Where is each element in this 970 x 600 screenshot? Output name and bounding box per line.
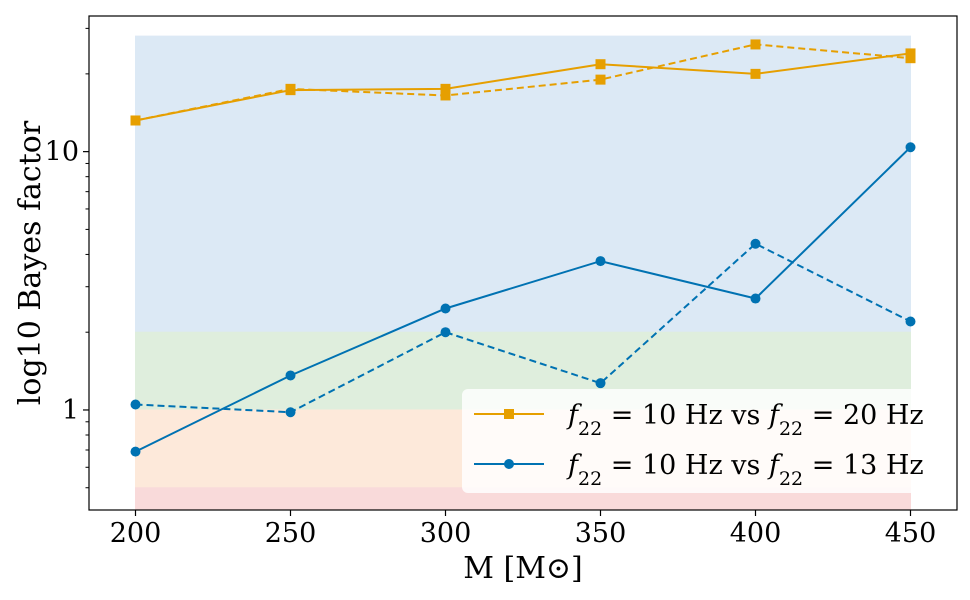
legend-marker-1 <box>504 459 514 469</box>
series-line-2 <box>135 146 912 453</box>
x-tick-label-3: 350 <box>575 518 627 549</box>
series-line-1 <box>135 43 911 122</box>
series-2-point-3 <box>595 256 606 267</box>
series-1-point-5 <box>905 53 916 64</box>
x-tick-label-2: 300 <box>420 518 472 549</box>
series-2-point-0 <box>130 446 141 457</box>
series-1-point-0 <box>130 115 141 126</box>
axis-ticks: 200 250 300 350 400 450 1 10 <box>45 27 937 549</box>
legend-label-0: f22 = 10 Hz vs f22 = 20 Hz <box>566 400 924 440</box>
legend-marker-0 <box>504 409 514 419</box>
series-0-point-3 <box>595 59 606 70</box>
series-3-point-1 <box>285 407 296 418</box>
series-2-point-5 <box>905 142 916 153</box>
blue-band <box>135 35 911 333</box>
data-series <box>130 39 916 457</box>
series-3-point-0 <box>130 399 141 410</box>
series-line-3 <box>135 242 911 414</box>
series-0-point-4 <box>750 68 761 79</box>
series-3-point-3 <box>595 378 606 389</box>
x-axis-label-text: M [M⊙] <box>463 551 583 586</box>
legend-box <box>462 389 928 493</box>
series-2-point-4 <box>750 293 761 304</box>
series-1-point-3 <box>595 74 606 85</box>
series-line-0 <box>135 52 911 122</box>
series-1-point-2 <box>440 90 451 101</box>
series-3-point-5 <box>905 316 916 327</box>
x-tick-label-1: 250 <box>265 518 317 549</box>
y-tick-label-0: 1 <box>62 395 79 426</box>
y-tick-label-1: 10 <box>45 137 79 168</box>
series-2-point-2 <box>440 303 451 314</box>
x-tick-label-4: 400 <box>730 518 782 549</box>
legend: f22 = 10 Hz vs f22 = 20 Hz f22 = 10 Hz vs… <box>462 389 928 493</box>
series-2-point-1 <box>285 370 296 381</box>
series-1-point-1 <box>285 83 296 94</box>
series-3-point-2 <box>440 327 451 338</box>
series-3-point-4 <box>750 238 761 249</box>
y-axis-label: log10 Bayes factor <box>13 120 48 405</box>
x-tick-label-5: 450 <box>885 518 937 549</box>
plot-frame <box>88 15 958 511</box>
x-tick-label-0: 200 <box>110 518 162 549</box>
series-0-point-2 <box>440 83 451 94</box>
series-1-point-4 <box>750 39 761 50</box>
legend-label-1: f22 = 10 Hz vs f22 = 13 Hz <box>566 450 924 490</box>
x-axis-label: M [M⊙] <box>463 551 583 586</box>
